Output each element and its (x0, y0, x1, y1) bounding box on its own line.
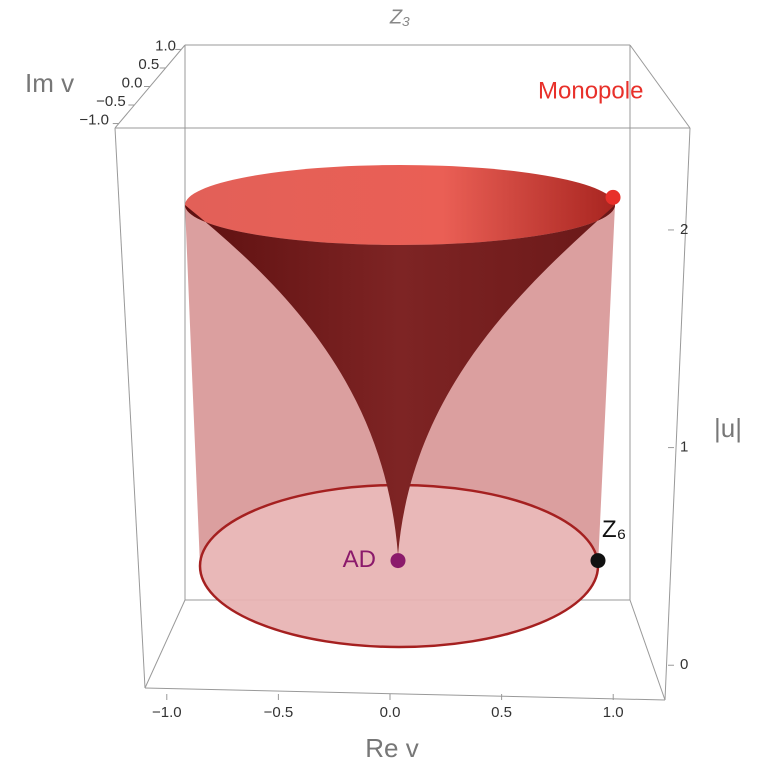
x-axis-label: Re v (365, 733, 418, 763)
y-tick-label: −1.0 (79, 112, 109, 129)
x-tick-label: −1.0 (152, 704, 182, 721)
point-label: Z₆ (602, 516, 626, 543)
point (390, 553, 406, 569)
x-tick-label: 0.0 (380, 704, 401, 721)
z-tick-label: 2 (680, 221, 688, 238)
x-tick-label: −0.5 (264, 704, 294, 721)
y-axis-label: Im v (25, 68, 74, 98)
y-tick-label: −0.5 (96, 93, 126, 110)
point-label: AD (343, 546, 376, 573)
box-front (114, 44, 691, 701)
x-tick-label: 1.0 (603, 704, 624, 721)
z-axis-label: |u| (714, 413, 742, 443)
point-label: Monopole (538, 78, 643, 105)
y-tick-label: 1.0 (155, 37, 176, 54)
z-tick-label: 1 (680, 439, 688, 456)
chart-title: Z₃ (389, 6, 410, 28)
x-tick-label: 0.5 (491, 704, 512, 721)
y-tick-label: 0.0 (122, 74, 143, 91)
cone-top (185, 165, 615, 245)
point (590, 553, 606, 569)
z-tick-label: 0 (680, 656, 688, 673)
cone (185, 205, 615, 555)
point (605, 189, 621, 205)
y-tick-label: 0.5 (138, 56, 159, 73)
